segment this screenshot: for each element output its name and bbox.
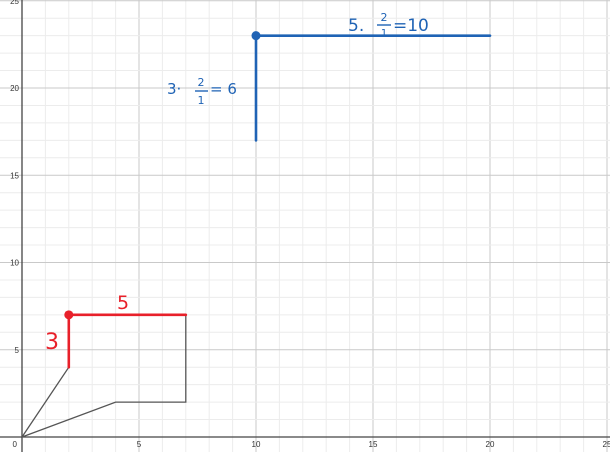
x-tick-label: 0: [13, 440, 18, 449]
blue-vertical-note-denominator: 1: [198, 94, 205, 107]
blue-vertical-note-prefix: 3·: [167, 80, 181, 98]
x-tick-label: 5: [137, 440, 142, 449]
blue-horizontal-note: 5. 2 1 =10: [348, 11, 429, 39]
blue-vertical-note: 3· 2 1 = 6: [167, 76, 237, 107]
red-horizontal-length-label: 5: [117, 292, 129, 314]
red-vertical-length-label: 3: [45, 330, 59, 355]
y-tick-label: 25: [10, 0, 19, 6]
x-tick-label: 20: [486, 440, 495, 449]
blue-vertical-note-result: = 6: [210, 80, 237, 98]
y-tick-label: 15: [10, 171, 19, 180]
blue-horizontal-note-numerator: 2: [381, 11, 388, 24]
blue-horizontal-note-prefix: 5.: [348, 16, 364, 36]
x-tick-label: 10: [252, 440, 261, 449]
red-point: [64, 310, 74, 320]
x-tick-label: 25: [603, 440, 610, 449]
x-tick-label: 15: [369, 440, 378, 449]
blue-horizontal-note-denominator: 1: [381, 28, 387, 39]
y-tick-label: 10: [10, 259, 19, 268]
blue-horizontal-note-result: =10: [393, 16, 429, 36]
blue-point: [251, 31, 261, 41]
y-tick-label: 20: [10, 84, 19, 93]
blue-vertical-note-numerator: 2: [198, 76, 205, 89]
figures: [21, 31, 492, 438]
y-tick-label: 5: [15, 346, 20, 355]
